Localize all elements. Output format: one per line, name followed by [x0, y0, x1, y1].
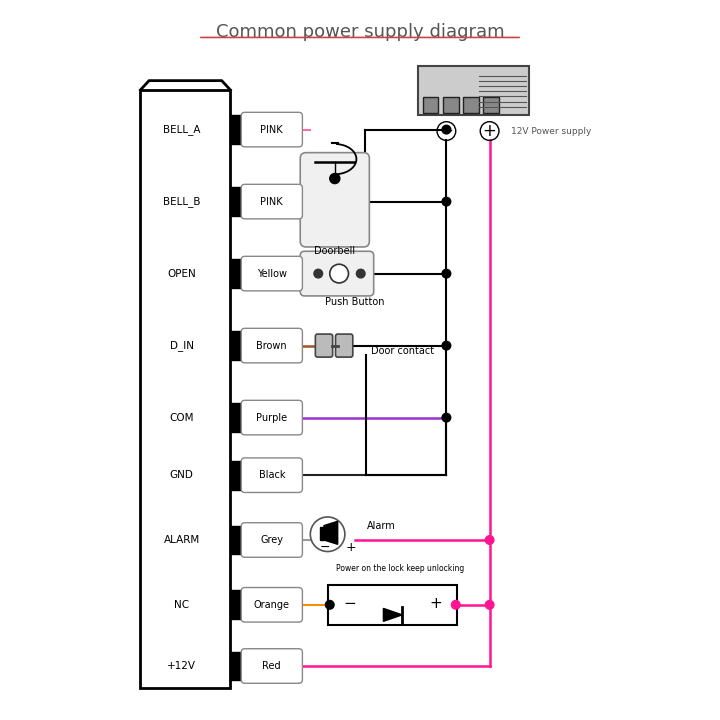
Text: +12V: +12V: [167, 661, 197, 671]
Text: Door contact: Door contact: [371, 346, 434, 356]
Text: 12V Power supply: 12V Power supply: [511, 127, 592, 135]
Circle shape: [442, 413, 451, 422]
Polygon shape: [320, 527, 324, 540]
FancyBboxPatch shape: [230, 115, 243, 144]
FancyBboxPatch shape: [241, 523, 302, 557]
FancyBboxPatch shape: [483, 97, 499, 113]
Circle shape: [325, 600, 334, 609]
FancyBboxPatch shape: [140, 90, 230, 688]
Circle shape: [451, 600, 460, 609]
Text: Common power supply diagram: Common power supply diagram: [216, 24, 504, 42]
FancyBboxPatch shape: [315, 334, 333, 357]
FancyBboxPatch shape: [230, 187, 243, 216]
Text: GND: GND: [170, 470, 194, 480]
FancyBboxPatch shape: [336, 334, 353, 357]
Text: Orange: Orange: [253, 600, 289, 610]
FancyBboxPatch shape: [241, 458, 302, 492]
Text: Brown: Brown: [256, 341, 287, 351]
Text: −: −: [439, 122, 454, 140]
FancyBboxPatch shape: [241, 184, 302, 219]
Text: Yellow: Yellow: [257, 269, 287, 279]
Text: D_IN: D_IN: [170, 340, 194, 351]
FancyBboxPatch shape: [241, 328, 302, 363]
Text: Purple: Purple: [256, 413, 287, 423]
Text: Power on the lock keep unlocking: Power on the lock keep unlocking: [336, 564, 464, 573]
Text: +: +: [346, 541, 356, 554]
Circle shape: [485, 536, 494, 544]
FancyBboxPatch shape: [443, 97, 459, 113]
FancyBboxPatch shape: [230, 331, 243, 360]
FancyBboxPatch shape: [241, 588, 302, 622]
Text: +: +: [429, 596, 442, 611]
Text: PINK: PINK: [261, 197, 283, 207]
Text: BELL_A: BELL_A: [163, 124, 201, 135]
Text: −: −: [343, 596, 356, 611]
Circle shape: [314, 269, 323, 278]
Text: COM: COM: [169, 413, 194, 423]
FancyBboxPatch shape: [230, 461, 243, 490]
Circle shape: [442, 269, 451, 278]
Text: Alarm: Alarm: [367, 521, 396, 531]
FancyBboxPatch shape: [418, 66, 529, 115]
FancyBboxPatch shape: [230, 259, 243, 288]
FancyBboxPatch shape: [241, 112, 302, 147]
Circle shape: [485, 600, 494, 609]
Text: Doorbell: Doorbell: [314, 246, 356, 256]
FancyBboxPatch shape: [300, 251, 374, 296]
Text: OPEN: OPEN: [168, 269, 196, 279]
Circle shape: [442, 197, 451, 206]
Text: −: −: [320, 541, 330, 554]
Circle shape: [310, 517, 345, 552]
FancyBboxPatch shape: [230, 652, 243, 680]
Circle shape: [442, 341, 451, 350]
Text: ALARM: ALARM: [163, 535, 200, 545]
FancyBboxPatch shape: [328, 585, 457, 625]
Text: +: +: [482, 122, 497, 140]
FancyBboxPatch shape: [230, 590, 243, 619]
Text: PINK: PINK: [261, 125, 283, 135]
FancyBboxPatch shape: [300, 153, 369, 247]
Text: Red: Red: [263, 661, 281, 671]
Text: Grey: Grey: [261, 535, 283, 545]
Circle shape: [356, 269, 365, 278]
Text: BELL_B: BELL_B: [163, 196, 201, 207]
FancyBboxPatch shape: [241, 256, 302, 291]
FancyBboxPatch shape: [423, 97, 438, 113]
Polygon shape: [324, 521, 338, 544]
FancyBboxPatch shape: [241, 649, 302, 683]
Circle shape: [330, 264, 348, 283]
Polygon shape: [383, 608, 402, 621]
Text: Push Button: Push Button: [325, 297, 384, 307]
FancyBboxPatch shape: [230, 403, 243, 432]
Circle shape: [442, 125, 451, 134]
Text: NC: NC: [174, 600, 189, 610]
Text: Black: Black: [258, 470, 285, 480]
FancyBboxPatch shape: [241, 400, 302, 435]
Circle shape: [330, 174, 340, 184]
FancyBboxPatch shape: [230, 526, 243, 554]
FancyBboxPatch shape: [463, 97, 479, 113]
